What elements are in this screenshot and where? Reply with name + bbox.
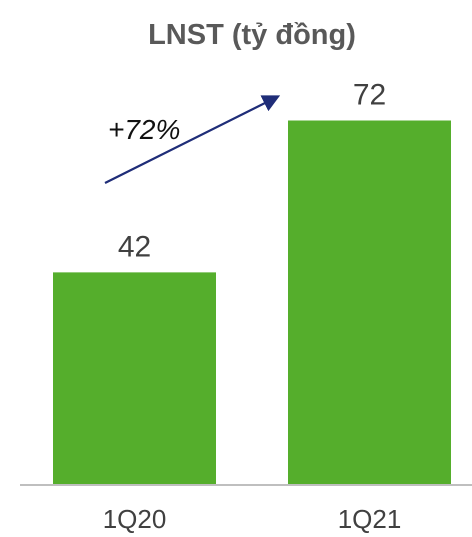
category-labels-group: 1Q20 1Q21 <box>103 504 402 534</box>
value-label-1q20: 42 <box>118 230 151 263</box>
growth-annotation: +72% <box>108 114 180 145</box>
value-labels-group: 42 72 <box>118 79 386 264</box>
category-label-1q21: 1Q21 <box>338 504 402 534</box>
bar-1q21 <box>288 120 451 485</box>
chart-title: LNST (tỷ đồng) <box>148 19 356 51</box>
category-label-1q20: 1Q20 <box>103 504 167 534</box>
value-label-1q21: 72 <box>353 79 386 112</box>
bars-group <box>53 120 451 485</box>
growth-arrow <box>104 95 281 184</box>
bar-1q20 <box>53 272 216 485</box>
